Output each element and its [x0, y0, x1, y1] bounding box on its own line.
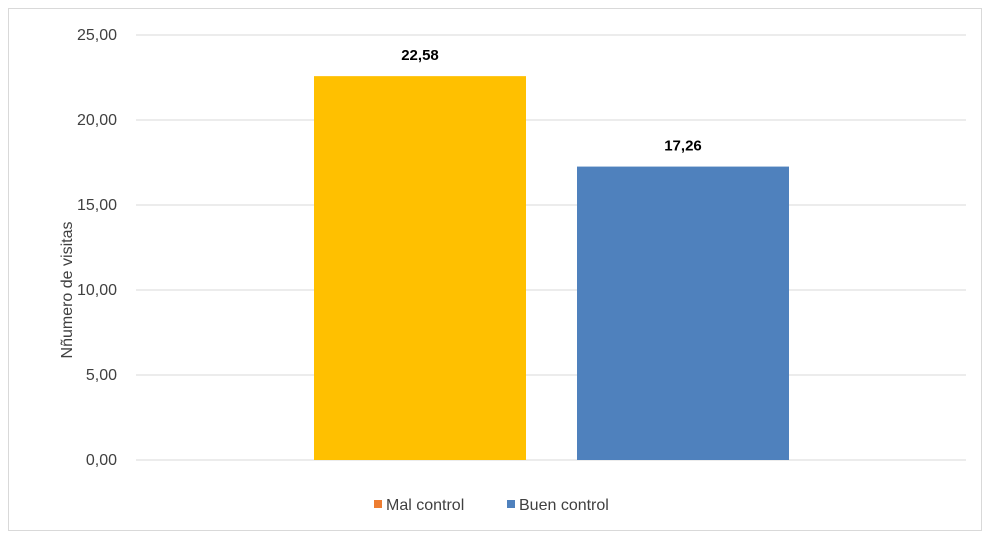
data-label: 22,58 — [401, 47, 439, 64]
y-axis-ticks: 0,00 5,00 10,00 15,00 20,00 25,00 — [77, 27, 117, 469]
legend-swatch — [507, 500, 515, 508]
gridlines — [136, 34, 966, 461]
legend-swatch — [374, 500, 382, 508]
y-axis-title: Nñumero de visitas — [59, 222, 76, 359]
legend: Mal control Buen control — [374, 497, 609, 514]
y-tick-label: 5,00 — [86, 367, 117, 384]
data-label: 17,26 — [664, 138, 702, 155]
y-tick-label: 20,00 — [77, 112, 117, 129]
y-tick-label: 10,00 — [77, 282, 117, 299]
y-tick-label: 15,00 — [77, 197, 117, 214]
legend-label: Mal control — [386, 497, 464, 514]
bar-mal-control — [314, 76, 526, 460]
data-labels: 22,58 17,26 — [401, 47, 702, 154]
legend-label: Buen control — [519, 497, 609, 514]
bar-buen-control — [577, 166, 789, 460]
y-tick-label: 0,00 — [86, 452, 117, 469]
y-tick-label: 25,00 — [77, 27, 117, 44]
bars — [314, 76, 789, 460]
